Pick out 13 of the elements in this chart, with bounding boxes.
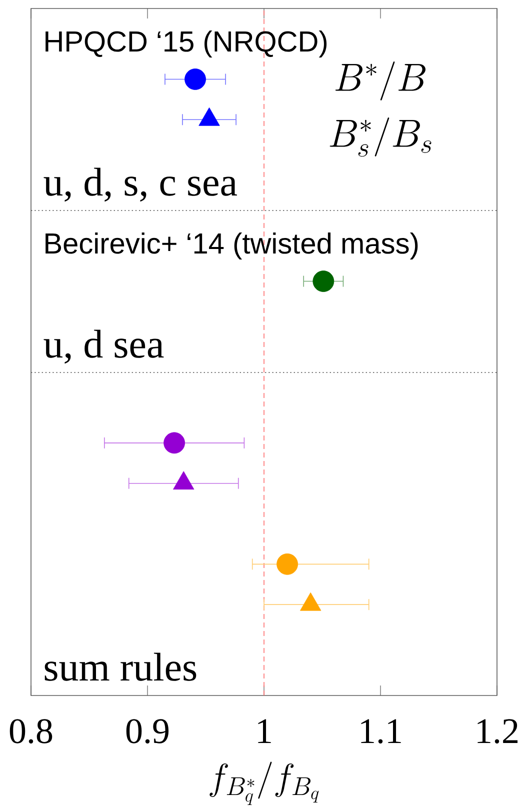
x-axis-title: $f_{B_q^*}/f_{B_q}$: [210, 762, 319, 806]
x-tick-label: 1.1: [361, 719, 401, 744]
annotation: u, d, s, c sea: [44, 168, 238, 202]
annotation: sum rules: [44, 652, 196, 681]
annotation: $B^*/B$: [335, 61, 426, 100]
annotation: HPQCD ‘15 (NRQCD): [46, 30, 327, 58]
annotation: Becirevic+ ‘14 (twisted mass): [46, 232, 418, 260]
x-tick-label: 0.9: [126, 719, 169, 744]
x-tick-label: 1.2: [478, 719, 518, 744]
x-tick-label: 0.8: [10, 719, 52, 744]
annotation: $B^*_s/B_s$: [330, 117, 432, 157]
x-tick-label: 1: [258, 719, 271, 743]
annotation: u, d sea: [44, 330, 164, 364]
